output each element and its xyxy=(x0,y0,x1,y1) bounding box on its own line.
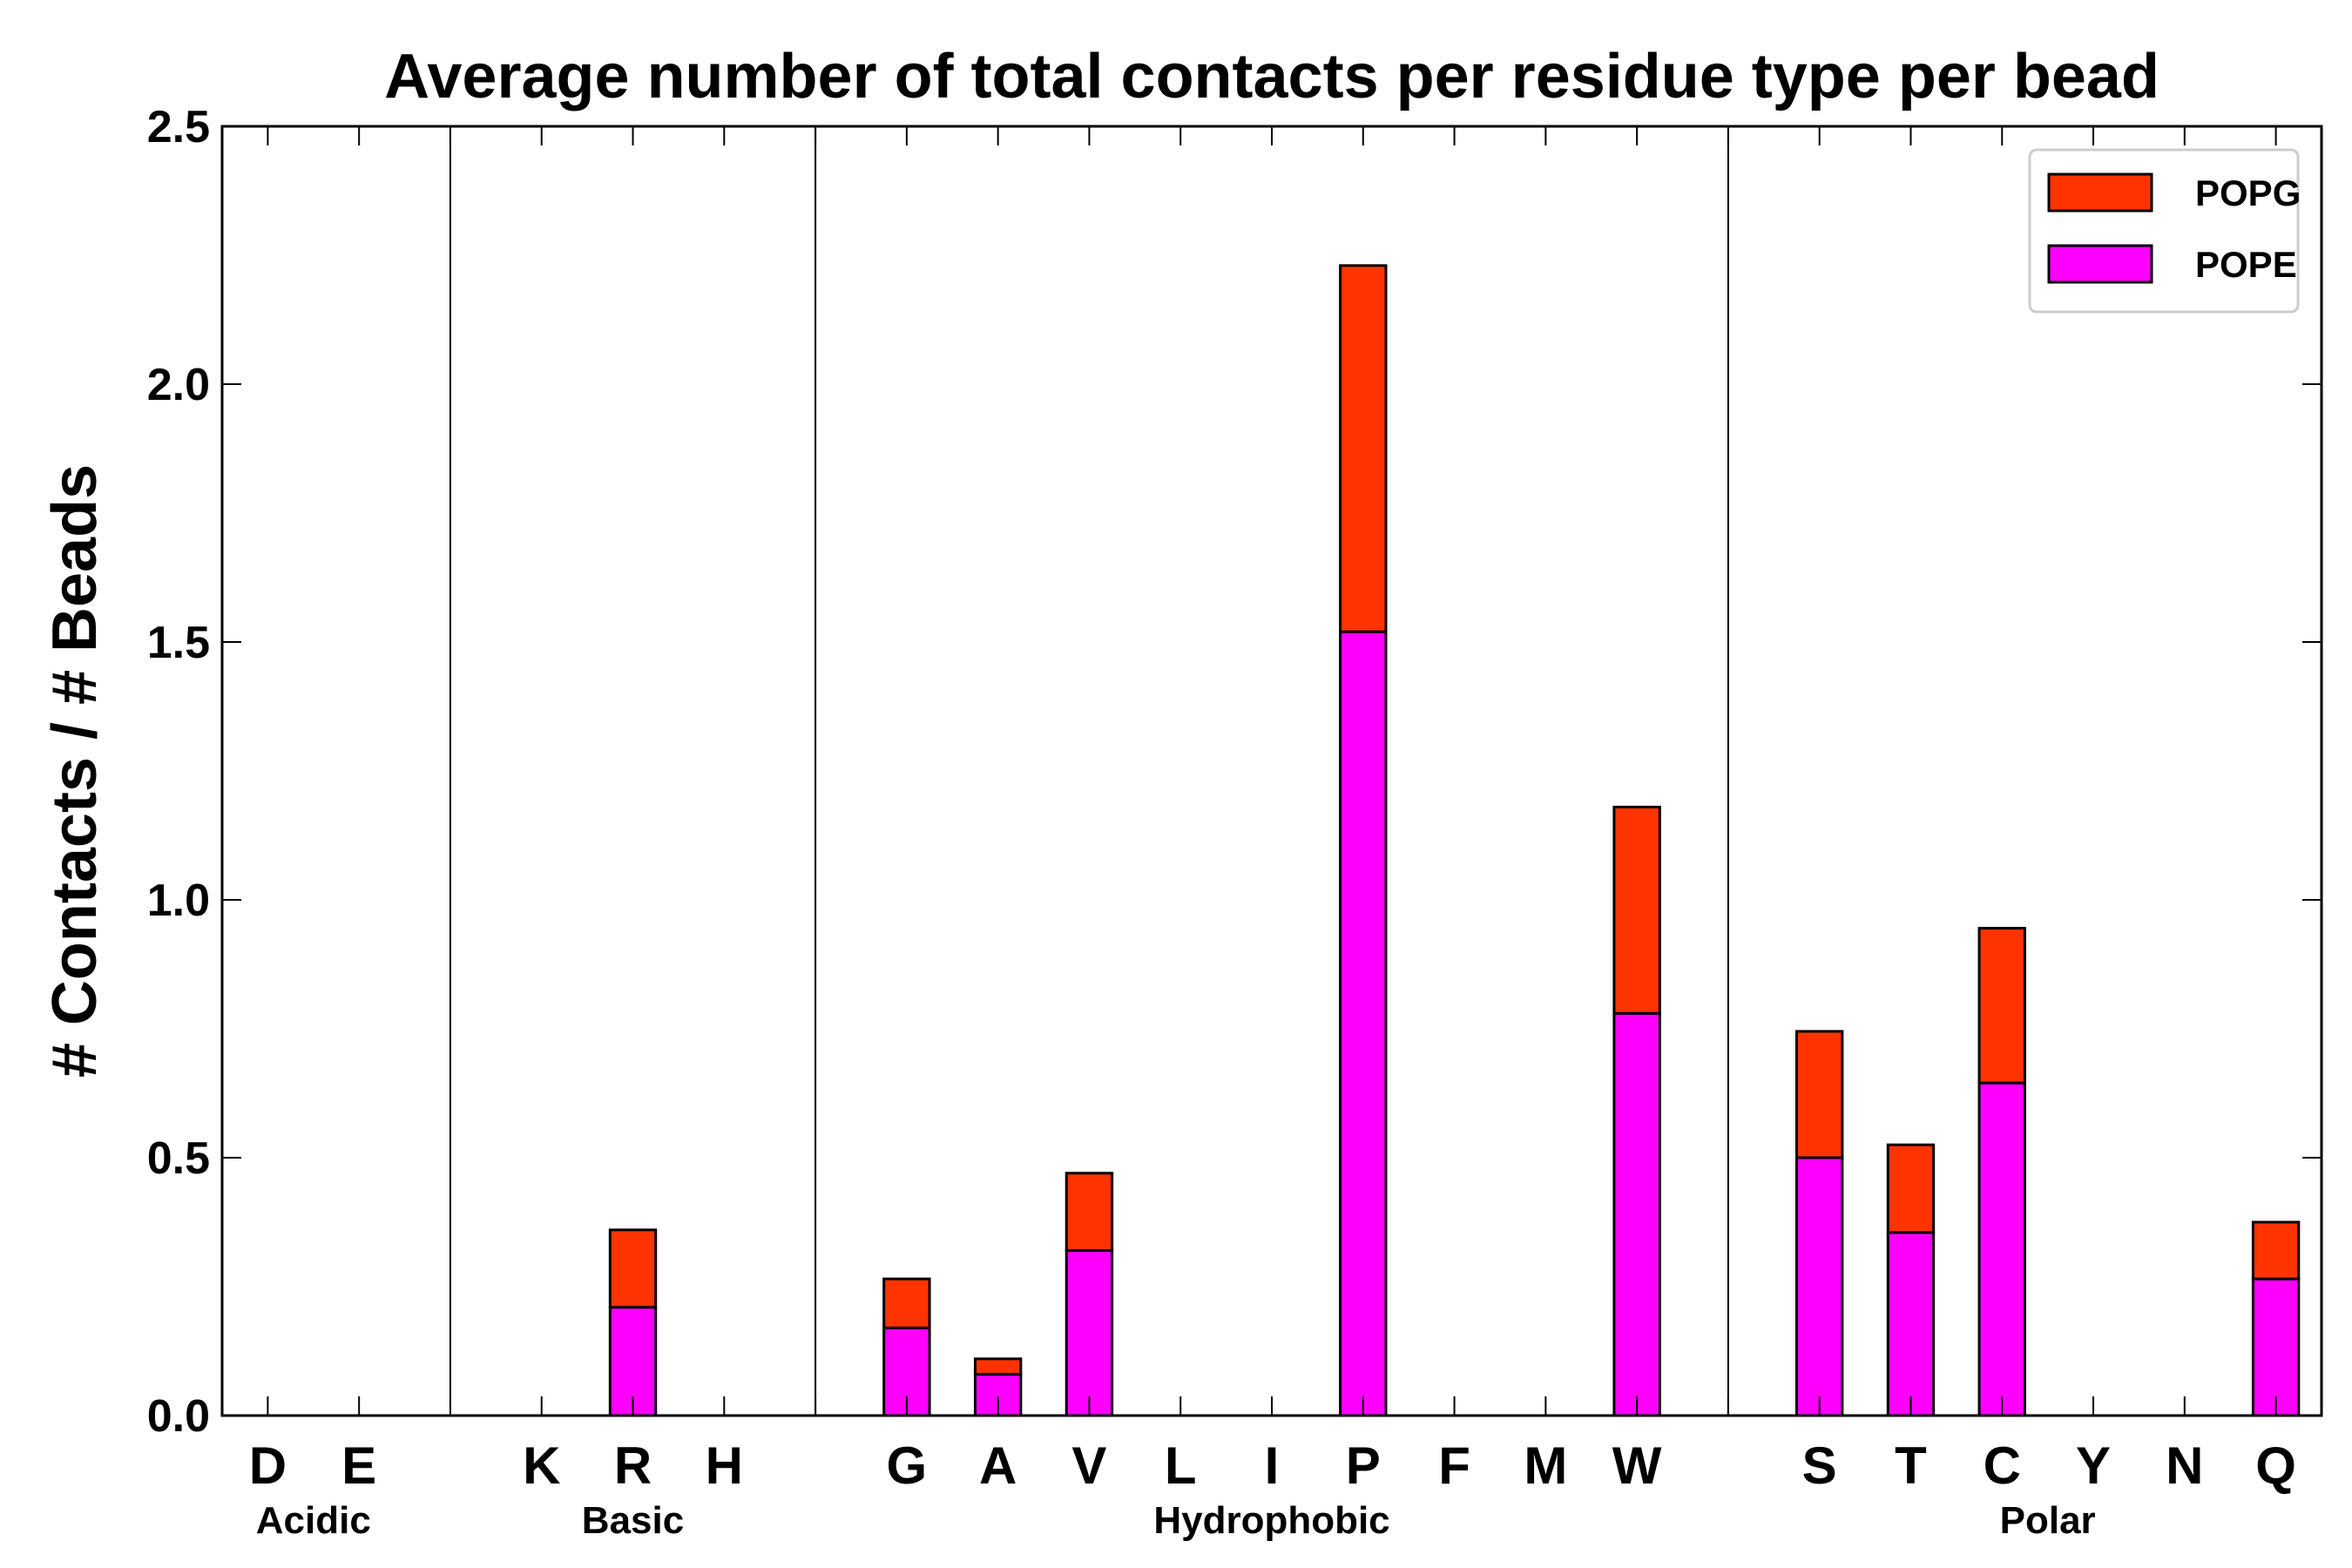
x-tick-label: T xyxy=(1895,1436,1927,1495)
legend-label-pope: POPE xyxy=(2195,244,2297,285)
axis-ticks xyxy=(222,125,2322,1416)
y-tick-label: 0.0 xyxy=(147,1391,210,1442)
bar-popg xyxy=(1339,264,1388,633)
bar-popg xyxy=(1064,1172,1114,1253)
bar-popg xyxy=(1612,805,1661,1015)
x-tick-label: D xyxy=(249,1436,287,1495)
group-label: Basic xyxy=(582,1499,684,1542)
x-tick-label: Y xyxy=(2076,1436,2111,1495)
bar-popg xyxy=(1795,1030,1844,1159)
x-tick-label: N xyxy=(2166,1436,2203,1495)
x-tick-label: M xyxy=(1524,1436,1567,1495)
bar-pope xyxy=(2251,1277,2301,1417)
group-label: Acidic xyxy=(256,1499,371,1542)
y-tick-label: 2.0 xyxy=(147,360,210,410)
x-tick-label: R xyxy=(614,1436,652,1495)
group-label: Polar xyxy=(2000,1499,2096,1542)
bar-pope xyxy=(1977,1081,2026,1417)
y-tick-label: 1.5 xyxy=(147,618,210,668)
axis-labels: 0.0 0.5 1.0 1.5 2.0 2.5 D E K R H G A V L I P F M W S T C Y N Q Ac… xyxy=(147,102,2296,1542)
bar-pope xyxy=(1886,1231,1936,1417)
x-tick-label: K xyxy=(523,1436,560,1495)
x-tick-label: S xyxy=(1802,1436,1837,1495)
bar-popg xyxy=(608,1228,658,1309)
legend-swatch-pope xyxy=(2047,244,2153,284)
x-tick-label: L xyxy=(1165,1436,1197,1495)
bar-popg xyxy=(882,1277,931,1329)
x-tick-label: E xyxy=(341,1436,376,1495)
x-tick-label: G xyxy=(887,1436,928,1495)
legend-swatch-popg xyxy=(2047,172,2153,213)
separators xyxy=(449,126,1729,1416)
bar-pope xyxy=(1339,630,1388,1417)
bar-popg xyxy=(1886,1143,1936,1234)
bar-pope xyxy=(1795,1156,1844,1417)
bar-pope xyxy=(1612,1011,1661,1417)
plot-frame xyxy=(220,125,2323,1417)
y-tick-label: 0.5 xyxy=(147,1133,210,1184)
x-tick-label: V xyxy=(1071,1436,1106,1495)
group-label: Hydrophobic xyxy=(1153,1499,1389,1542)
x-tick-label: C xyxy=(1984,1436,2021,1495)
bar-pope xyxy=(1064,1249,1114,1417)
y-tick-label: 1.0 xyxy=(147,875,210,926)
x-tick-label: W xyxy=(1612,1436,1662,1495)
y-axis-label: # Contacts / # Beads xyxy=(40,464,110,1078)
x-tick-label: I xyxy=(1265,1436,1280,1495)
x-tick-label: P xyxy=(1346,1436,1381,1495)
x-tick-label: A xyxy=(979,1436,1017,1495)
bar-popg xyxy=(2251,1220,2301,1281)
chart-title: Average number of total contacts per res… xyxy=(384,42,2159,112)
x-tick-label: Q xyxy=(2255,1436,2296,1495)
y-tick-label: 2.5 xyxy=(147,102,210,152)
x-tick-label: F xyxy=(1438,1436,1470,1495)
bars xyxy=(608,264,2301,1417)
x-tick-label: H xyxy=(706,1436,743,1495)
legend: POPG POPE xyxy=(2028,148,2301,314)
bar-popg xyxy=(973,1357,1023,1376)
bar-popg xyxy=(1977,927,2026,1085)
legend-label-popg: POPG xyxy=(2195,172,2301,213)
